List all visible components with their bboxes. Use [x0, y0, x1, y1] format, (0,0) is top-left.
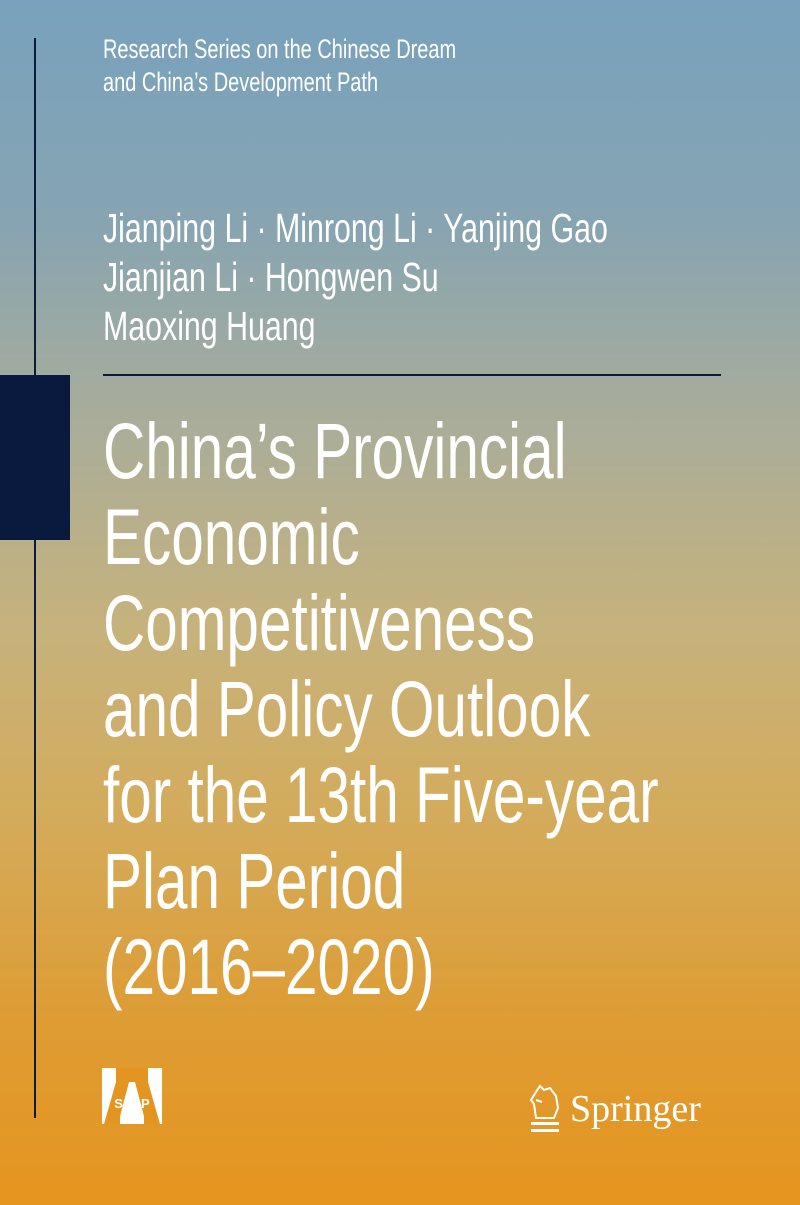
title-line: (2016–2020): [103, 922, 435, 1011]
author-line: Jianping Li · Minrong Li · Yanjing Gao: [103, 205, 608, 251]
horizontal-rule: [103, 374, 721, 376]
svg-text:SSAP: SSAP: [114, 1096, 150, 1111]
springer-wordmark: Springer: [570, 1088, 701, 1130]
author-line: Maoxing Huang: [103, 303, 316, 349]
book-title: China’s Provincial Economic Competitiven…: [103, 408, 659, 1010]
title-line: Plan Period: [103, 836, 406, 925]
series-line: and China’s Development Path: [103, 67, 379, 97]
title-line: for the 13th Five-year: [103, 750, 659, 839]
title-line: Competitiveness: [103, 578, 536, 667]
title-line: and Policy Outlook: [103, 664, 591, 753]
series-title: Research Series on the Chinese Dream and…: [103, 33, 456, 99]
springer-logo: Springer: [528, 1082, 701, 1136]
ssap-logo: SSAP: [102, 1068, 162, 1124]
series-line: Research Series on the Chinese Dream: [103, 34, 457, 64]
title-line: Economic: [103, 492, 360, 581]
author-line: Jianjian Li · Hongwen Su: [103, 254, 439, 300]
accent-block: [0, 375, 70, 540]
authors: Jianping Li · Minrong Li · Yanjing Gao J…: [103, 204, 608, 351]
title-line: China’s Provincial: [103, 406, 567, 495]
vertical-rule: [34, 38, 36, 1118]
chess-knight-icon: [529, 1084, 560, 1132]
